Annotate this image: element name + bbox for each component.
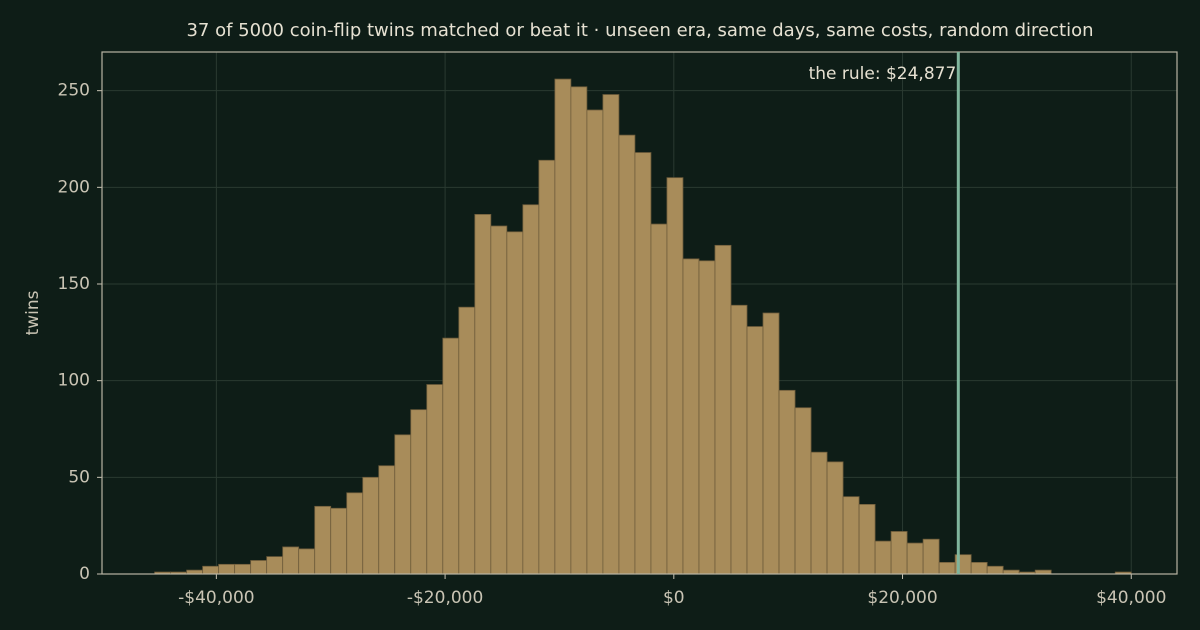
bar	[682, 258, 700, 575]
bar	[922, 538, 940, 575]
bar	[970, 562, 988, 575]
bar	[762, 312, 780, 575]
bar	[202, 565, 220, 575]
bar	[906, 542, 924, 575]
bar	[410, 409, 428, 575]
bar	[474, 213, 492, 575]
chart-title: 37 of 5000 coin-flip twins matched or be…	[186, 20, 1093, 41]
x-tick-label: -$40,000	[178, 588, 254, 608]
bar	[346, 492, 364, 575]
bar	[938, 562, 956, 575]
bar	[538, 159, 556, 575]
bar	[394, 434, 412, 575]
bar	[490, 225, 508, 575]
bar	[698, 260, 716, 575]
bar	[634, 152, 652, 575]
x-tick-label: -$20,000	[407, 588, 483, 608]
bar	[666, 177, 684, 575]
bar	[586, 109, 604, 575]
bar	[314, 505, 332, 575]
y-tick-label: 100	[58, 371, 90, 391]
y-axis-label: twins	[23, 290, 43, 335]
bar	[234, 563, 252, 575]
plot-frame	[101, 51, 1178, 575]
bar	[506, 231, 524, 575]
x-tick-label: $20,000	[867, 588, 937, 608]
x-tick-label: $40,000	[1096, 588, 1166, 608]
bar	[570, 86, 588, 575]
bar	[986, 565, 1004, 575]
bar	[778, 389, 796, 575]
bar	[730, 304, 748, 575]
bar	[362, 476, 380, 575]
y-tick-label: 50	[68, 467, 90, 487]
bar	[602, 94, 620, 575]
bar	[842, 496, 860, 575]
bar	[378, 465, 396, 575]
bar	[522, 204, 540, 575]
bar	[250, 560, 268, 575]
bar	[330, 507, 348, 575]
y-tick-label: 0	[79, 564, 90, 584]
bar	[746, 326, 764, 575]
bar	[714, 244, 732, 575]
y-tick-label: 250	[58, 81, 90, 101]
bar	[218, 563, 236, 575]
bar	[794, 407, 812, 575]
bar	[890, 531, 908, 575]
reference-label: the rule: $24,877	[809, 64, 957, 84]
bar	[826, 461, 844, 575]
bar	[618, 134, 636, 575]
bar	[298, 548, 316, 575]
bar	[650, 223, 668, 575]
bar	[874, 540, 892, 575]
bar	[426, 384, 444, 575]
bar	[266, 556, 284, 575]
bar	[458, 306, 476, 575]
bar	[282, 546, 300, 575]
bar	[858, 503, 876, 575]
bar	[442, 337, 460, 575]
x-tick-label: $0	[663, 588, 685, 608]
y-tick-label: 150	[58, 274, 90, 294]
y-tick-label: 200	[58, 177, 90, 197]
bar	[810, 451, 828, 575]
bar	[554, 78, 572, 575]
